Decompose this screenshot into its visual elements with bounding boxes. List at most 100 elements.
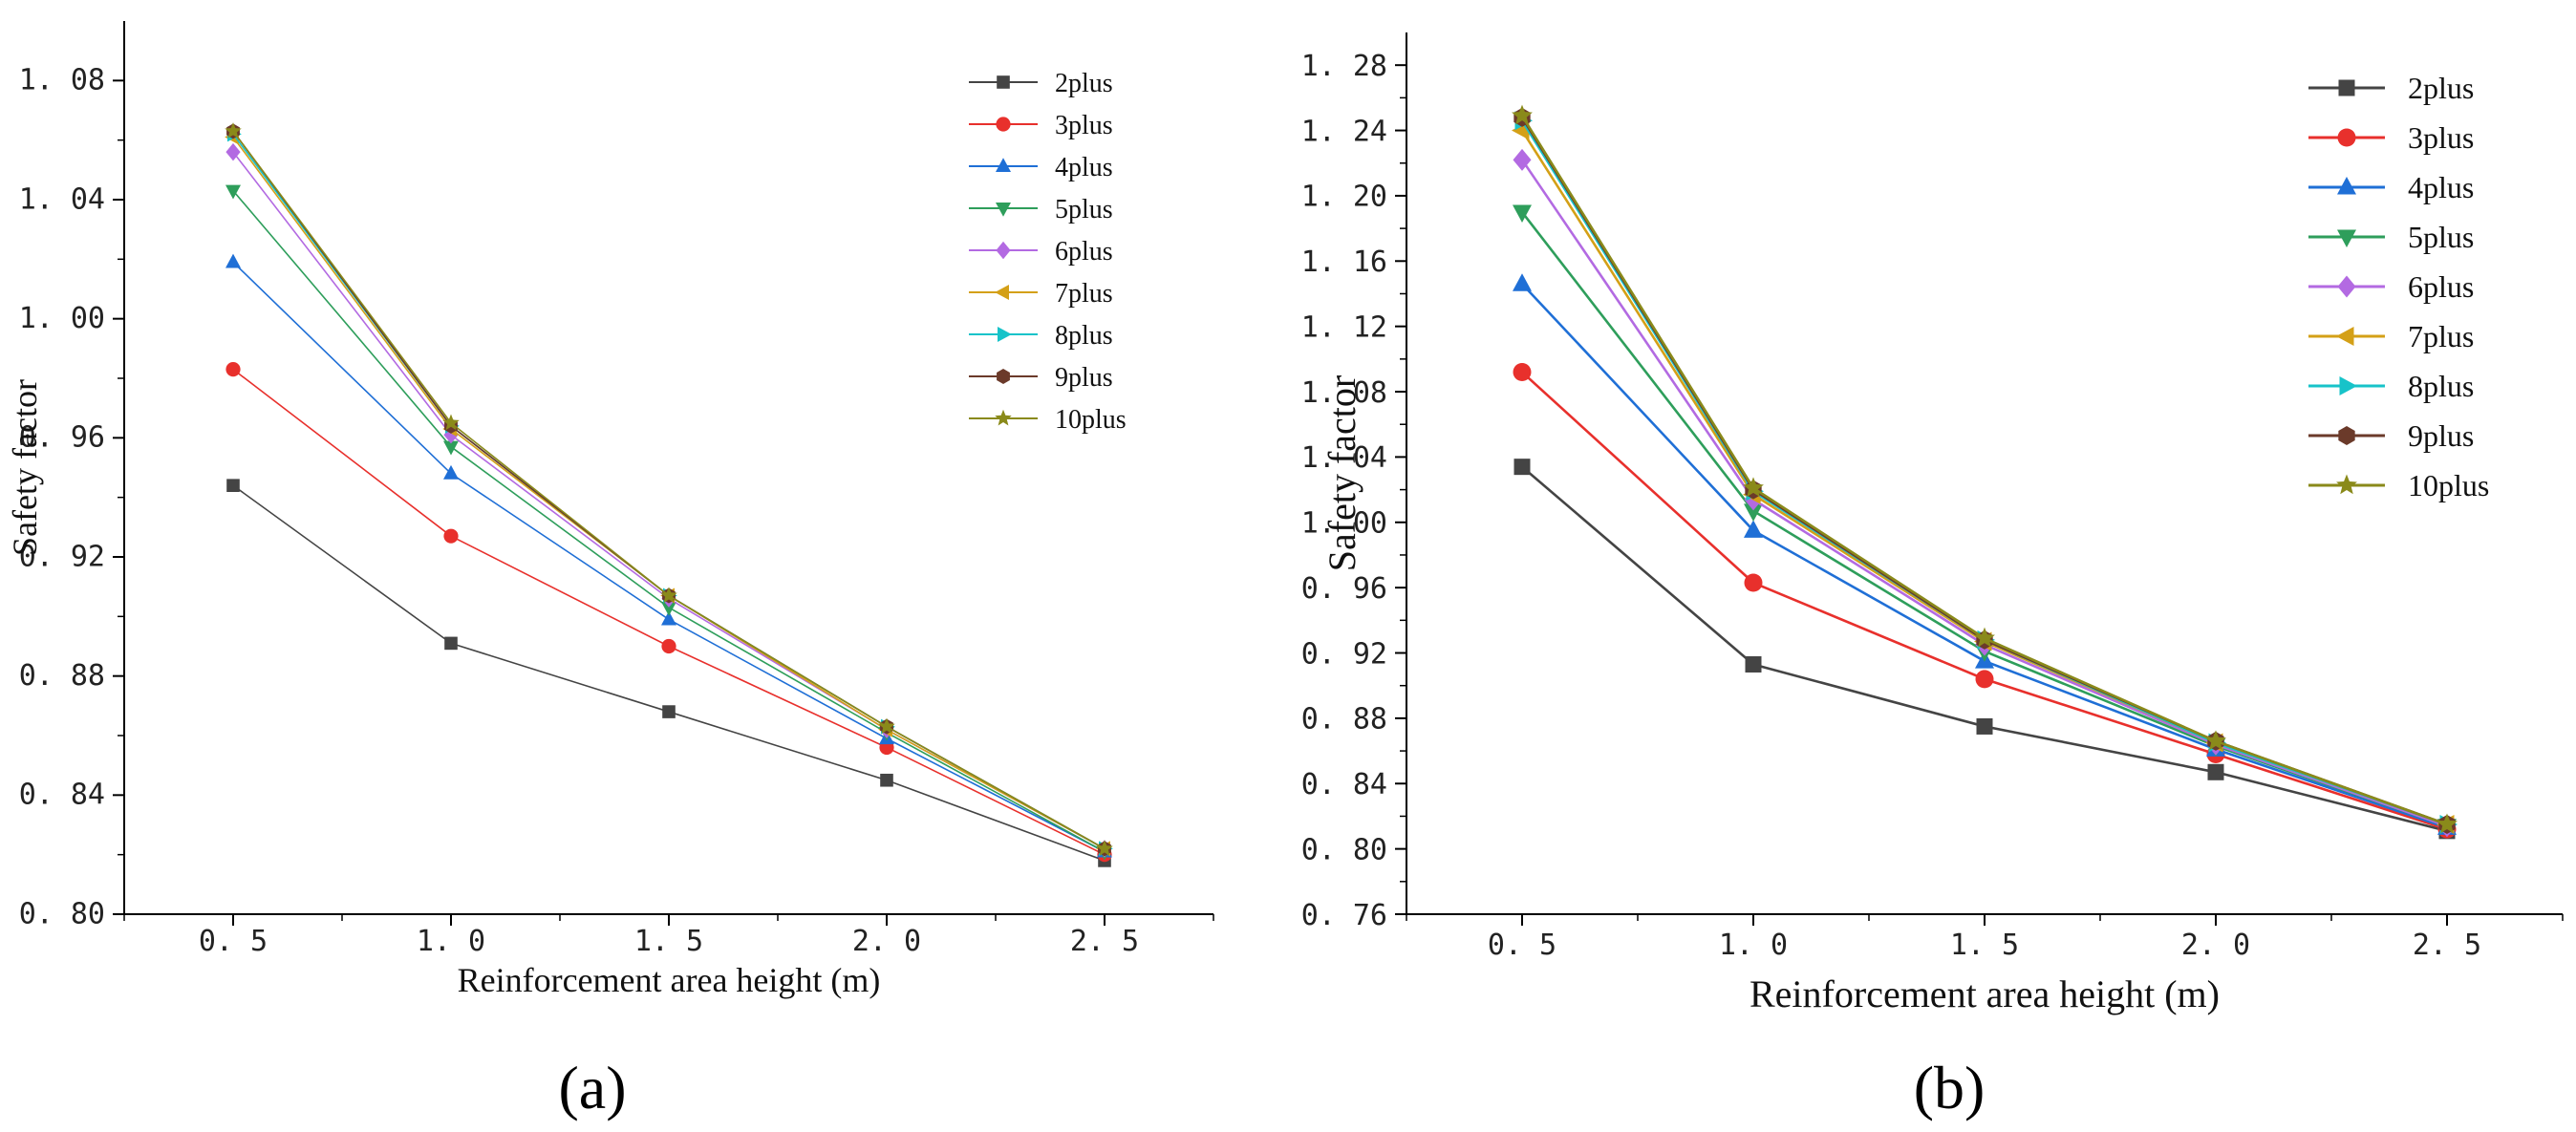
y-tick-label: 0. 88 bbox=[1301, 703, 1387, 737]
x-tick-label: 2. 5 bbox=[2413, 929, 2481, 962]
series-line-10plus bbox=[232, 130, 1106, 850]
series-line-5plus bbox=[232, 190, 1106, 853]
legend-marker-9plus bbox=[997, 369, 1010, 384]
series-line-8plus bbox=[232, 133, 1106, 850]
x-tick-label: 0. 5 bbox=[199, 925, 268, 958]
y-tick-label: 1. 24 bbox=[1301, 115, 1387, 148]
data-point-10plus bbox=[1512, 104, 1533, 125]
legend-marker-3plus bbox=[996, 117, 1011, 132]
y-tick-label: 1. 08 bbox=[1301, 376, 1387, 410]
series-line-4plus bbox=[232, 261, 1106, 853]
data-point-2plus bbox=[2207, 763, 2224, 780]
data-point-5plus bbox=[443, 440, 459, 456]
y-tick-label: 0. 80 bbox=[19, 897, 105, 930]
data-point-2plus bbox=[880, 773, 893, 787]
chart-panel-a: 0. 800. 840. 880. 920. 961. 001. 041. 08… bbox=[6, 21, 1214, 1121]
data-point-4plus bbox=[225, 253, 241, 268]
data-point-10plus bbox=[442, 414, 460, 431]
legend-label-2plus: 2plus bbox=[1055, 69, 1113, 98]
data-point-10plus bbox=[660, 587, 677, 603]
legend-marker-3plus bbox=[2337, 128, 2356, 147]
data-point-10plus bbox=[2205, 730, 2226, 751]
y-tick-label: 1. 12 bbox=[1301, 310, 1387, 344]
legend-label-5plus: 5plus bbox=[2408, 220, 2474, 254]
y-tick-label: 1. 20 bbox=[1301, 181, 1387, 214]
data-point-10plus bbox=[1743, 477, 1764, 498]
y-tick-label: 0. 96 bbox=[1301, 572, 1387, 606]
y-tick-label: 1. 08 bbox=[19, 64, 105, 97]
x-tick-label: 1. 5 bbox=[634, 925, 703, 958]
legend-marker-8plus bbox=[998, 327, 1012, 342]
legend-label-8plus: 8plus bbox=[1055, 321, 1113, 351]
panel-label: (a) bbox=[558, 1054, 626, 1121]
legend-label-5plus: 5plus bbox=[1055, 195, 1113, 224]
legend-label-4plus: 4plus bbox=[1055, 153, 1113, 182]
series-line-6plus bbox=[232, 151, 1106, 850]
y-tick-label: 1. 28 bbox=[1301, 50, 1387, 83]
y-axis-label: Safety factor bbox=[6, 379, 44, 556]
series-line-3plus bbox=[1521, 371, 2448, 831]
legend-label-9plus: 9plus bbox=[2408, 418, 2474, 453]
legend-label-9plus: 9plus bbox=[1055, 363, 1113, 393]
data-point-3plus bbox=[1513, 363, 1532, 382]
data-point-3plus bbox=[225, 362, 241, 377]
y-tick-label: 0. 80 bbox=[1301, 833, 1387, 866]
x-axis-label: Reinforcement area height (m) bbox=[458, 961, 881, 999]
data-point-5plus bbox=[225, 184, 241, 200]
x-tick-label: 1. 0 bbox=[1719, 929, 1788, 962]
data-point-2plus bbox=[226, 479, 240, 492]
legend-label-10plus: 10plus bbox=[1055, 405, 1127, 435]
data-point-2plus bbox=[1976, 717, 1993, 735]
legend-marker-7plus bbox=[995, 285, 1009, 300]
data-point-10plus bbox=[2436, 813, 2458, 834]
y-tick-label: 1. 04 bbox=[19, 182, 105, 216]
legend-marker-10plus bbox=[995, 409, 1012, 426]
data-point-4plus bbox=[1744, 520, 1763, 538]
data-point-2plus bbox=[1745, 655, 1762, 673]
chart-panel-b: 0. 760. 800. 840. 880. 920. 961. 001. 04… bbox=[1301, 32, 2564, 1121]
data-point-3plus bbox=[1975, 670, 1994, 689]
x-tick-label: 2. 5 bbox=[1070, 925, 1139, 958]
legend-label-6plus: 6plus bbox=[2408, 269, 2474, 304]
y-tick-label: 1. 04 bbox=[1301, 441, 1387, 475]
data-point-6plus bbox=[225, 142, 241, 161]
data-point-4plus bbox=[443, 464, 459, 480]
legend-marker-8plus bbox=[2339, 376, 2357, 395]
series-line-10plus bbox=[1520, 115, 2448, 826]
y-tick-label: 1. 00 bbox=[1301, 507, 1387, 541]
data-point-5plus bbox=[1513, 204, 1532, 224]
legend-marker-5plus bbox=[996, 203, 1011, 217]
legend-marker-7plus bbox=[2336, 327, 2354, 346]
y-tick-label: 0. 96 bbox=[19, 421, 105, 455]
y-tick-label: 1. 16 bbox=[1301, 246, 1387, 279]
y-tick-label: 0. 84 bbox=[19, 779, 105, 812]
x-tick-label: 0. 5 bbox=[1488, 929, 1556, 962]
data-point-6plus bbox=[1513, 148, 1532, 171]
legend-label-4plus: 4plus bbox=[2408, 170, 2474, 204]
data-point-5plus bbox=[1744, 503, 1763, 522]
legend-marker-6plus bbox=[996, 241, 1011, 260]
data-point-2plus bbox=[662, 705, 676, 718]
data-point-10plus bbox=[225, 122, 242, 139]
data-point-2plus bbox=[1513, 459, 1531, 476]
legend-marker-2plus bbox=[2338, 79, 2355, 96]
data-point-2plus bbox=[444, 636, 458, 651]
data-point-4plus bbox=[1513, 273, 1532, 291]
legend-marker-6plus bbox=[2337, 275, 2356, 298]
legend-label-3plus: 3plus bbox=[2408, 120, 2474, 155]
legend-marker-10plus bbox=[2336, 474, 2357, 495]
data-point-10plus bbox=[1096, 840, 1113, 856]
x-tick-label: 1. 5 bbox=[1950, 929, 2019, 962]
legend-label-6plus: 6plus bbox=[1055, 237, 1113, 267]
legend-label-3plus: 3plus bbox=[1055, 111, 1113, 140]
data-point-10plus bbox=[878, 717, 895, 735]
legend-label-7plus: 7plus bbox=[1055, 279, 1113, 309]
x-axis-label: Reinforcement area height (m) bbox=[1750, 972, 2220, 1015]
legend-marker-9plus bbox=[2338, 426, 2355, 445]
legend-label-8plus: 8plus bbox=[2408, 369, 2474, 403]
y-tick-label: 0. 88 bbox=[19, 659, 105, 693]
data-point-3plus bbox=[661, 638, 676, 654]
legend-marker-4plus bbox=[996, 158, 1011, 172]
series-line-9plus bbox=[232, 130, 1106, 850]
